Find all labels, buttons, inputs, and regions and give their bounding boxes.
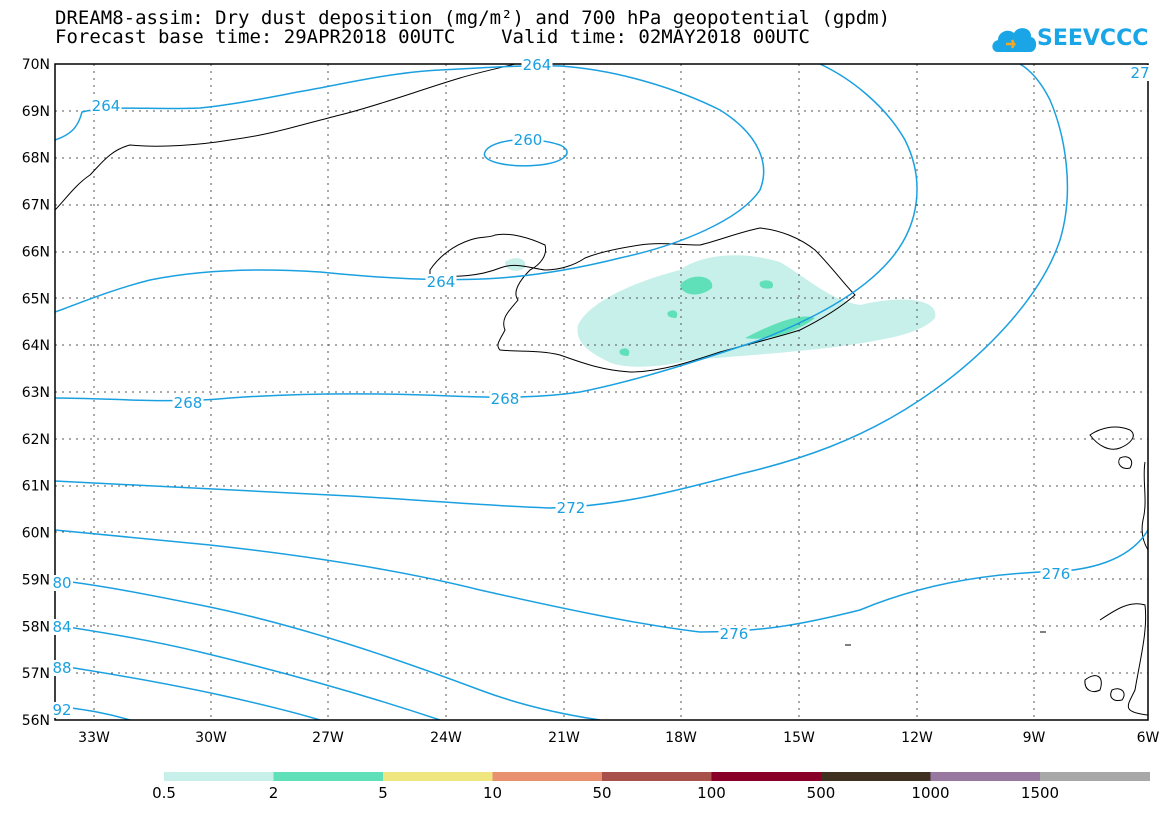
contour-label-bg [1129, 65, 1151, 81]
lat-label: 67N [22, 198, 50, 214]
contour-label-bg [172, 395, 204, 411]
colorbar-segment [930, 772, 1041, 781]
lon-label: 12W [901, 730, 933, 746]
colorbar-segment [711, 772, 822, 781]
colorbar-segment [1040, 772, 1150, 781]
colorbar-label: 500 [806, 784, 836, 802]
lat-label: 59N [22, 572, 50, 588]
colorbar-segment [602, 772, 712, 781]
colorbar-segment [273, 772, 384, 781]
forecast-times: Forecast base time: 29APR2018 00UTC Vali… [55, 26, 810, 48]
lon-label: 9W [1023, 730, 1046, 746]
contour-label: 80 [52, 574, 71, 592]
longitude-labels: 33W 30W 27W 24W 21W 18W 15W 12W 9W 6W [78, 730, 1159, 746]
colorbar-segment [821, 772, 931, 781]
colorbar-label: 2 [268, 784, 279, 802]
map-title: DREAM8-assim: Dry dust deposition (mg/m²… [55, 7, 891, 29]
colorbar-label: 50 [592, 784, 612, 802]
contour-label-bg [90, 98, 122, 114]
contour-label: 268 [174, 394, 203, 412]
contour-label: 84 [52, 618, 71, 636]
contour-label-bg [521, 57, 553, 73]
contour-label: 276 [720, 625, 749, 643]
contour-label-bg [512, 132, 544, 148]
colorbar-segment [164, 772, 274, 781]
contour-label-bg [425, 274, 457, 290]
contour-label-bg [51, 575, 73, 591]
geopotential-contours [55, 64, 1148, 720]
lon-label: 18W [665, 730, 697, 746]
lat-label: 63N [22, 385, 50, 401]
colorbar-segment [383, 772, 493, 781]
seevccc-logo: SEEVCCC [990, 22, 1160, 58]
lat-label: 70N [22, 57, 50, 73]
contour-label: 264 [523, 56, 552, 74]
dust-shading [505, 255, 936, 367]
contour-label: 264 [427, 273, 456, 291]
lat-label: 65N [22, 291, 50, 307]
lon-label: 27W [312, 730, 344, 746]
colorbar-label: 0.5 [152, 784, 176, 802]
lat-label: 69N [22, 104, 50, 120]
contour-label: 88 [52, 659, 71, 677]
colorbar-label: 100 [697, 784, 726, 802]
contour-label: 27 [1130, 64, 1149, 82]
lat-label: 56N [22, 713, 50, 729]
contour-label-bg [51, 660, 73, 676]
contour-label: 276 [1042, 565, 1071, 583]
contour-label: 264 [92, 97, 121, 115]
contour-label-bg [718, 626, 750, 642]
contour-label: 268 [491, 390, 520, 408]
lon-label: 15W [783, 730, 815, 746]
graticule [55, 64, 1148, 720]
coastlines [55, 64, 1148, 716]
contour-label: 272 [557, 499, 586, 517]
lat-label: 57N [22, 666, 50, 682]
colorbar-label: 1500 [1020, 784, 1060, 802]
colorbar [164, 772, 1150, 781]
logo-text: SEEVCCC [1037, 26, 1149, 51]
contour-label-bg [555, 500, 587, 516]
lat-label: 58N [22, 619, 50, 635]
lat-label: 61N [22, 479, 50, 495]
contour-label-bg [489, 391, 521, 407]
lat-label: 68N [22, 151, 50, 167]
lat-label: 62N [22, 432, 50, 448]
cloud-logo-icon [992, 28, 1037, 52]
contour-label-bg [51, 702, 73, 718]
colorbar-label: 10 [482, 784, 503, 802]
contour-labels: 264 264 260 264 27 268 268 272 276 276 80 84 88 92 [51, 56, 1151, 719]
contour-label: 92 [52, 701, 71, 719]
colorbar-label: 1000 [911, 784, 950, 802]
lon-label: 6W [1137, 730, 1160, 746]
contour-label: 260 [514, 131, 543, 149]
lon-label: 33W [78, 730, 110, 746]
colorbar-label: 5 [378, 784, 388, 802]
contour-label-bg [1040, 566, 1072, 582]
contour-label-bg [51, 619, 73, 635]
lat-label: 66N [22, 244, 50, 260]
latitude-labels: 70N 69N 68N 67N 66N 65N 64N 63N 62N 61N 60N 59N 58N 5… [22, 57, 50, 729]
lon-label: 21W [548, 730, 580, 746]
lat-label: 64N [22, 338, 50, 354]
map-frame [54, 63, 1149, 721]
lat-label: 60N [22, 526, 50, 542]
lon-label: 30W [195, 730, 227, 746]
colorbar-segment [492, 772, 603, 781]
lon-label: 24W [430, 730, 462, 746]
